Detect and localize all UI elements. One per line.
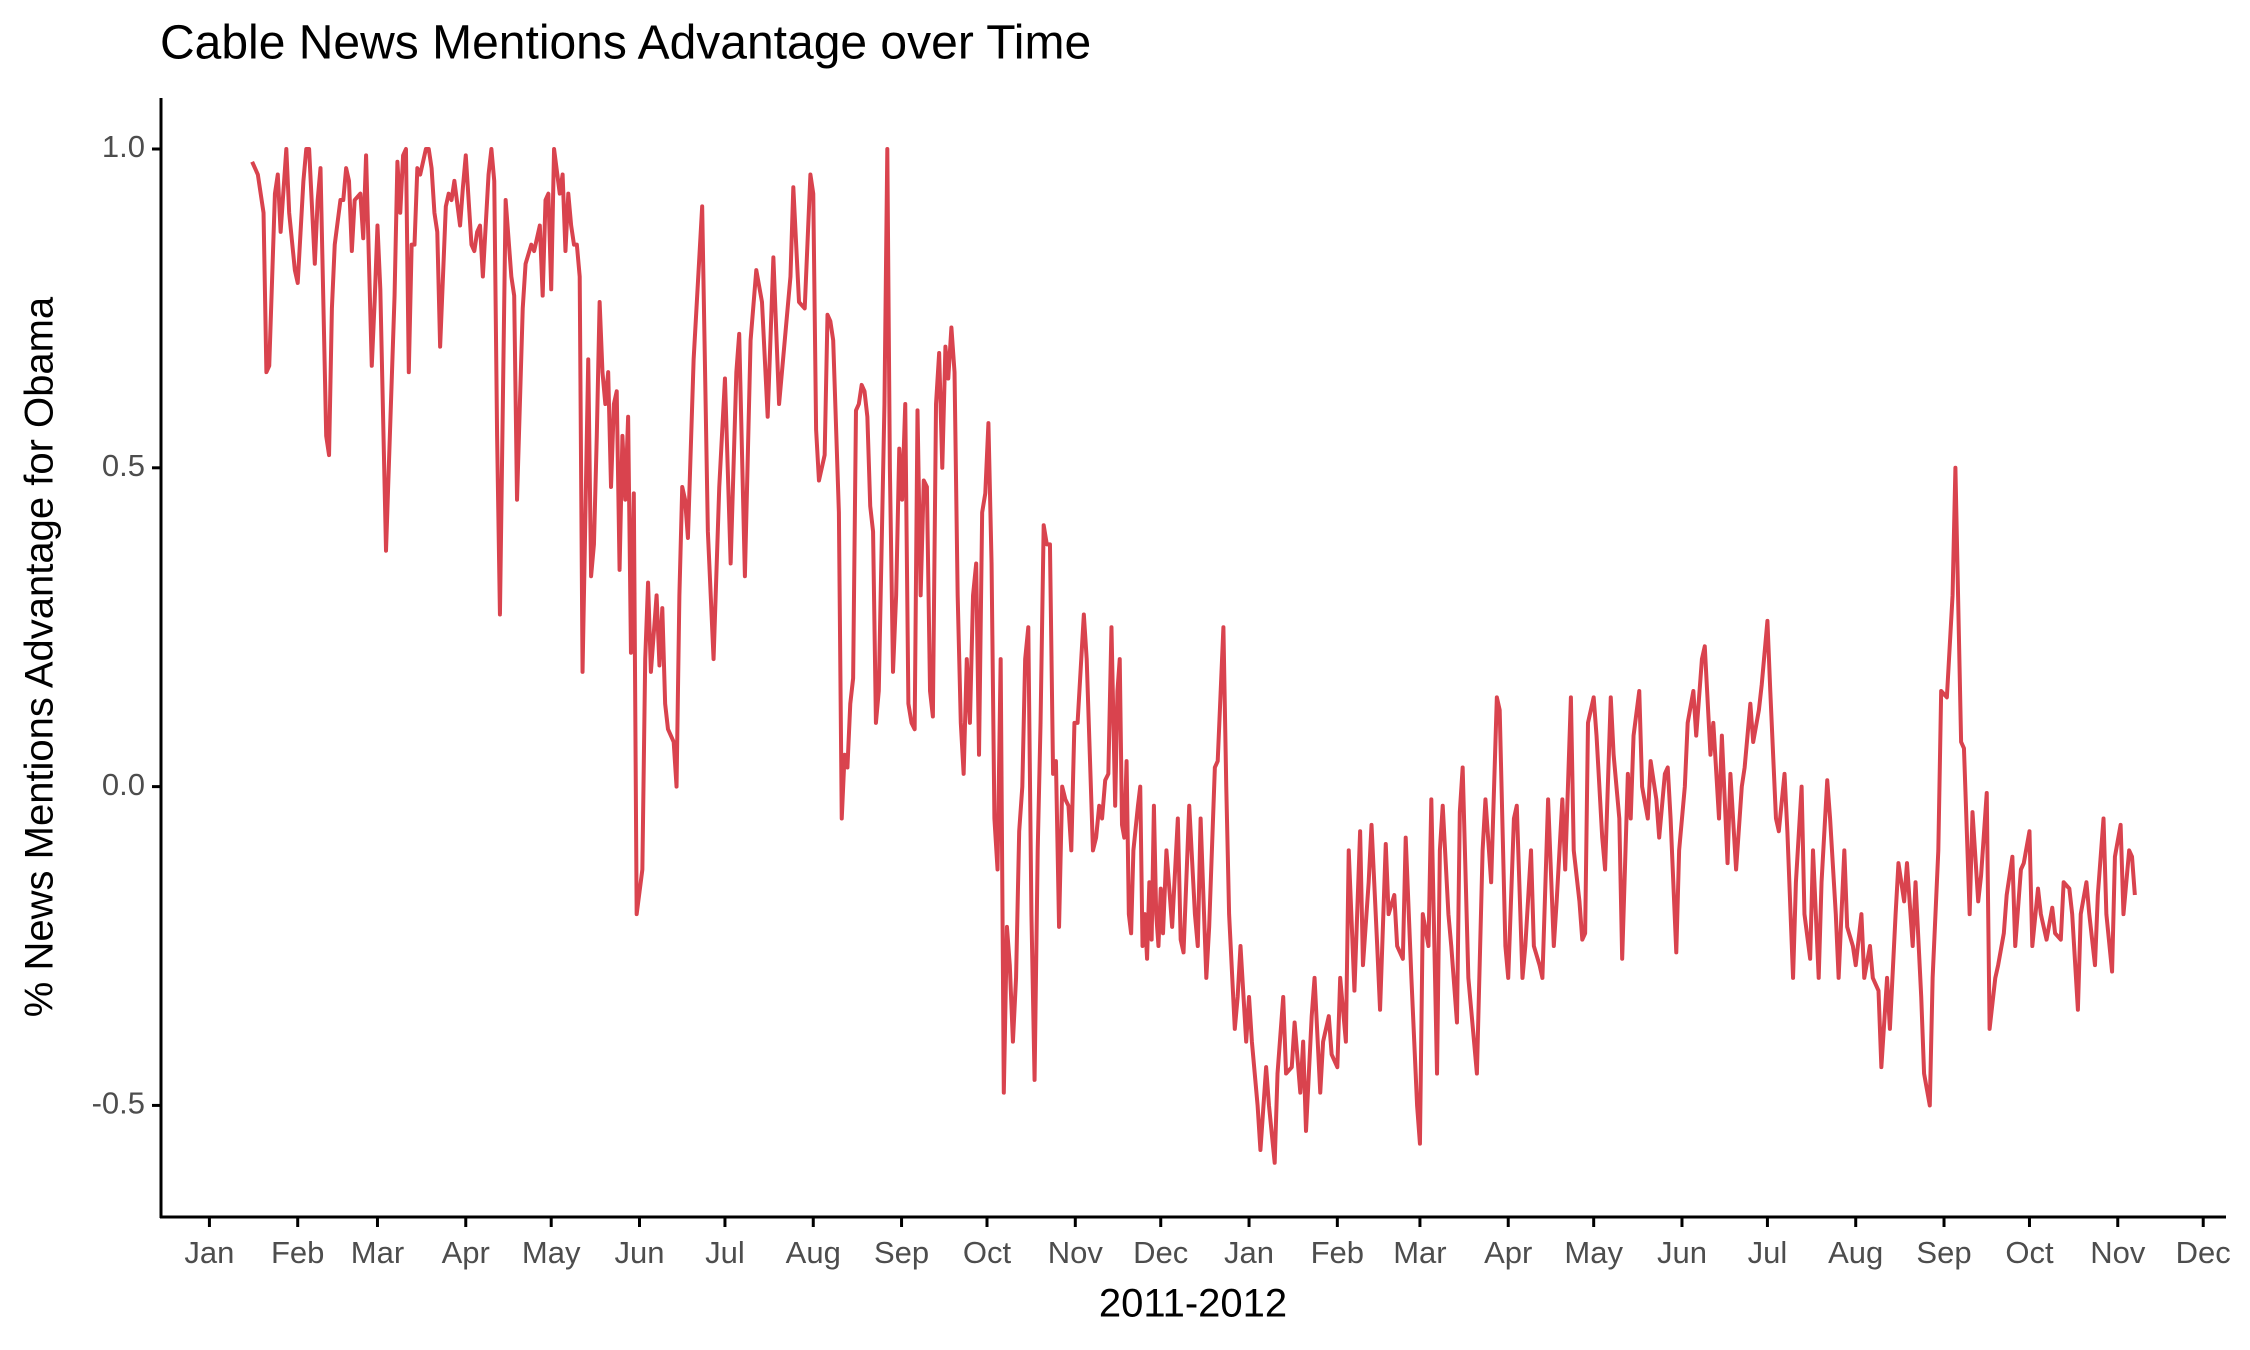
y-tick-label: -0.5 <box>92 1086 145 1121</box>
x-tick-label: Sep <box>874 1235 929 1270</box>
x-tick-label: Mar <box>1393 1235 1446 1270</box>
x-tick-label: May <box>1564 1235 1623 1270</box>
x-tick-label: Feb <box>271 1235 324 1270</box>
x-tick-label: Dec <box>1133 1235 1188 1270</box>
chart-title: Cable News Mentions Advantage over Time <box>160 17 1091 70</box>
x-tick-label: Aug <box>786 1235 841 1270</box>
x-tick-label: Sep <box>1916 1235 1971 1270</box>
x-tick-label: Jan <box>184 1235 234 1270</box>
x-tick-label: May <box>522 1235 581 1270</box>
line <box>250 147 2137 1165</box>
x-tick-label: Mar <box>351 1235 404 1270</box>
x-tick-label: Jun <box>1657 1235 1707 1270</box>
x-tick-label: Jul <box>705 1235 745 1270</box>
y-axis-title: % News Mentions Advantage for Obama <box>18 296 62 1017</box>
x-tick-label: Nov <box>1048 1235 1104 1270</box>
x-tick-label: Aug <box>1828 1235 1883 1270</box>
y-tick-label: 0.0 <box>102 767 145 802</box>
x-tick-label: Jan <box>1224 1235 1274 1270</box>
x-tick-label: Dec <box>2176 1235 2231 1270</box>
x-tick-label: Feb <box>1311 1235 1364 1270</box>
x-tick-label: Apr <box>442 1235 490 1270</box>
x-tick-label: Oct <box>963 1235 1012 1270</box>
y-tick-label: 0.5 <box>102 448 145 483</box>
x-tick-label: Oct <box>2005 1235 2054 1270</box>
x-tick-label: Apr <box>1484 1235 1532 1270</box>
y-tick-label: 1.0 <box>102 129 145 164</box>
x-tick-label: Jun <box>615 1235 665 1270</box>
x-tick-label: Jul <box>1748 1235 1788 1270</box>
x-tick-label: Nov <box>2090 1235 2146 1270</box>
x-axis-title: 2011-2012 <box>1099 1282 1287 1326</box>
